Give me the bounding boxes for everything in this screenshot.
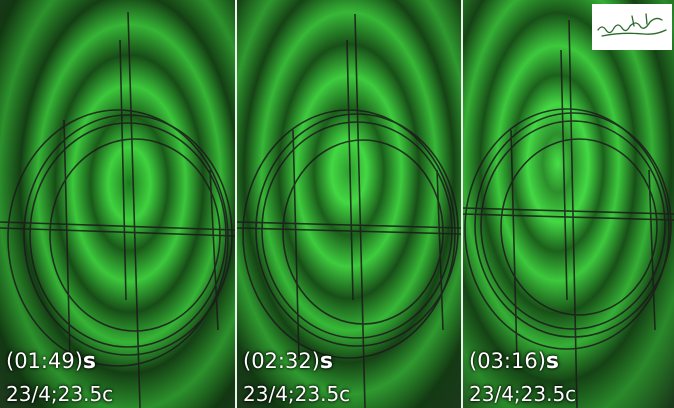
fringe-pattern-3 [463, 0, 674, 408]
interferogram-panel-3: (03:16)s 23/4;23.5c [463, 0, 674, 408]
fringe-pattern-2 [237, 0, 461, 408]
interferogram-panel-2: (02:32)s 23/4;23.5c [237, 0, 461, 408]
interferogram-panel-1: (01:49)s 23/4;23.5c [0, 0, 235, 408]
elapsed-time-label: (03:16)s [469, 349, 560, 374]
fringe-pattern-1 [0, 0, 235, 408]
elapsed-time-label: (01:49)s [6, 349, 97, 374]
panel-divider [461, 0, 463, 408]
panel-divider [235, 0, 237, 408]
elapsed-time-label: (02:32)s [243, 349, 334, 374]
signature-stamp [592, 4, 672, 50]
handwritten-signature-icon [597, 13, 667, 37]
conditions-label: 23/4;23.5c [6, 382, 114, 406]
conditions-label: 23/4;23.5c [243, 382, 351, 406]
conditions-label: 23/4;23.5c [469, 382, 577, 406]
